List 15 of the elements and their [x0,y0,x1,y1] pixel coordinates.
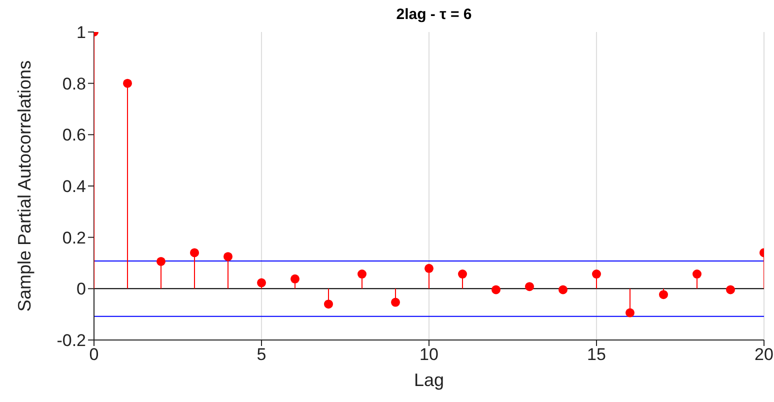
y-tick-label: 0.6 [62,126,86,145]
x-tick-label: 10 [420,345,438,364]
x-tick-label: 5 [256,345,266,364]
y-tick-label: 1 [76,23,86,42]
chart-title: 2lag - τ = 6 [395,6,473,23]
y-tick-label: 0.8 [62,74,86,94]
y-tick-label: 0.2 [62,228,86,248]
y-tick-label: 0.4 [62,177,86,196]
y-axis-title: Sample Partial Autocorrelations [14,60,34,312]
x-axis-title: Lag [414,370,444,390]
y-tick-label: 0 [76,280,86,299]
x-tick-label: 20 [754,345,774,364]
y-tick-label: -0.2 [56,331,86,350]
x-tick-label: 15 [587,345,606,364]
x-tick-label: 0 [89,345,99,364]
